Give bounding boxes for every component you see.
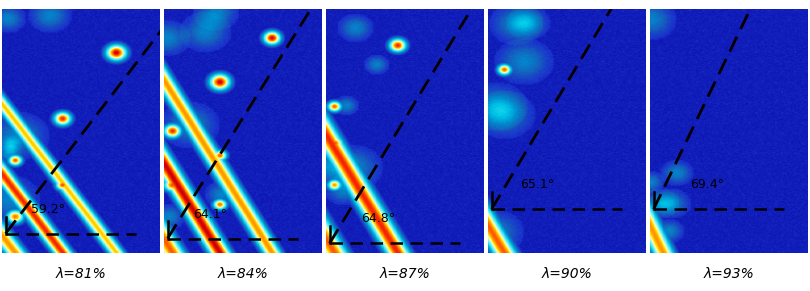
Text: 64.8°: 64.8° (361, 212, 395, 226)
Text: λ=90%: λ=90% (542, 267, 592, 281)
Text: λ=93%: λ=93% (704, 267, 754, 281)
Text: 69.4°: 69.4° (690, 178, 723, 191)
Text: λ=81%: λ=81% (56, 267, 106, 281)
Text: 64.1°: 64.1° (193, 207, 227, 221)
Text: λ=87%: λ=87% (380, 267, 430, 281)
Text: λ=84%: λ=84% (218, 267, 268, 281)
Text: 59.2°: 59.2° (31, 203, 65, 216)
Text: 65.1°: 65.1° (520, 178, 554, 191)
